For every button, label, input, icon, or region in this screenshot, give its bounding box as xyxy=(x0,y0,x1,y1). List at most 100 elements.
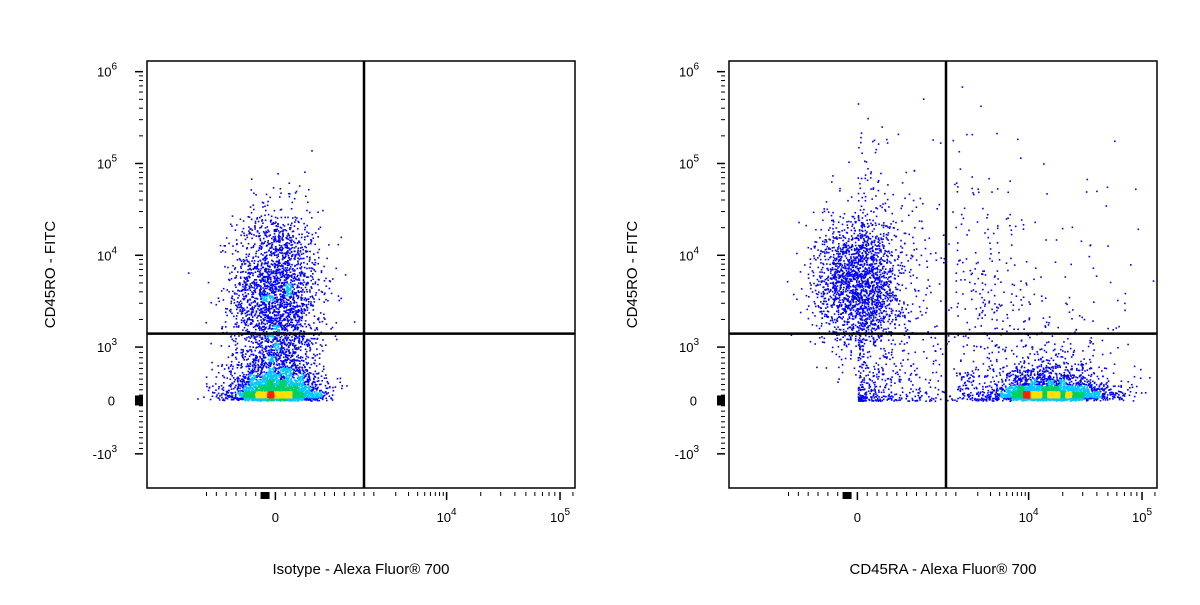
event-dot xyxy=(301,377,304,379)
event-dot xyxy=(353,321,356,323)
event-dot xyxy=(272,354,275,356)
event-dot xyxy=(339,377,342,380)
event-dot xyxy=(257,315,259,317)
event-dot xyxy=(289,288,292,291)
event-dot xyxy=(248,226,250,228)
event-dot xyxy=(252,257,254,259)
event-dot xyxy=(318,279,320,281)
event-dot xyxy=(289,313,292,316)
event-dot xyxy=(246,394,249,396)
event-dot xyxy=(307,393,309,396)
event-dot xyxy=(291,243,294,246)
event-dot xyxy=(238,257,241,260)
event-dot xyxy=(217,297,220,299)
event-dot xyxy=(244,385,246,387)
event-dot xyxy=(245,377,247,379)
event-dot xyxy=(278,260,280,263)
event-dot xyxy=(261,341,263,343)
event-dot xyxy=(254,222,257,225)
event-dot xyxy=(270,382,272,385)
event-dot xyxy=(276,387,279,390)
event-dot xyxy=(222,386,225,389)
event-dot xyxy=(262,329,264,331)
event-dot xyxy=(295,253,298,256)
event-dot xyxy=(299,357,302,359)
event-dot xyxy=(278,319,281,322)
event-dot xyxy=(279,188,282,190)
event-dot xyxy=(335,338,338,341)
event-dot xyxy=(233,380,236,383)
event-dot xyxy=(262,359,265,362)
event-dot xyxy=(255,311,258,313)
event-dot xyxy=(252,377,255,379)
event-dot xyxy=(272,389,275,391)
event-dot xyxy=(268,321,271,323)
event-dot xyxy=(267,275,270,278)
event-dot xyxy=(232,377,235,379)
event-dot xyxy=(290,326,293,329)
event-dot xyxy=(296,313,298,316)
event-dot xyxy=(305,380,307,383)
event-dot xyxy=(306,309,309,311)
event-dot xyxy=(251,389,253,392)
event-dot xyxy=(220,290,223,292)
event-dot xyxy=(229,365,232,367)
event-dot xyxy=(290,227,292,229)
event-dot xyxy=(256,217,259,219)
event-dot xyxy=(298,221,300,224)
event-dot xyxy=(286,235,288,237)
event-dot xyxy=(297,309,300,311)
event-dot xyxy=(295,367,297,369)
event-dot xyxy=(275,260,278,263)
event-dot xyxy=(275,325,277,328)
event-dot xyxy=(283,340,285,342)
event-dot xyxy=(277,249,280,252)
event-dot xyxy=(218,386,220,388)
event-dot xyxy=(280,304,282,306)
event-dot xyxy=(264,304,267,307)
event-dot xyxy=(299,370,301,373)
event-dot xyxy=(298,360,300,362)
event-dot xyxy=(309,396,311,398)
event-dot xyxy=(236,351,239,354)
event-dot xyxy=(279,196,281,198)
event-dot xyxy=(269,375,271,377)
event-dot xyxy=(273,280,276,283)
event-dot xyxy=(265,300,267,302)
event-dot xyxy=(271,288,274,290)
event-dot xyxy=(253,336,256,338)
event-dot xyxy=(226,289,228,291)
event-dot xyxy=(278,399,281,402)
event-dot xyxy=(289,297,291,299)
event-dot xyxy=(289,366,292,369)
event-dot xyxy=(239,218,242,221)
event-dot xyxy=(313,315,316,317)
event-dot xyxy=(325,393,328,395)
event-dot xyxy=(279,235,282,238)
event-dot xyxy=(270,316,273,318)
event-dot xyxy=(260,248,263,250)
event-dot xyxy=(276,266,279,269)
event-dot xyxy=(277,253,279,256)
event-dot xyxy=(257,370,259,372)
event-dot xyxy=(296,306,299,308)
event-dot xyxy=(314,337,316,340)
event-dot xyxy=(299,274,302,277)
event-dot xyxy=(275,383,278,385)
event-dot xyxy=(277,308,280,311)
event-dot xyxy=(275,228,277,231)
event-dot xyxy=(300,287,303,289)
event-dot xyxy=(231,354,233,357)
event-dot xyxy=(314,370,317,373)
event-dot xyxy=(243,373,245,376)
event-dot xyxy=(264,303,266,306)
event-dot xyxy=(312,373,315,376)
event-dot xyxy=(290,382,292,384)
event-dot xyxy=(257,256,260,258)
event-dot xyxy=(301,272,304,274)
event-dot xyxy=(247,242,250,245)
event-dot xyxy=(213,392,216,394)
event-dot xyxy=(291,230,294,233)
event-dot xyxy=(235,337,237,340)
event-dot xyxy=(284,328,287,330)
